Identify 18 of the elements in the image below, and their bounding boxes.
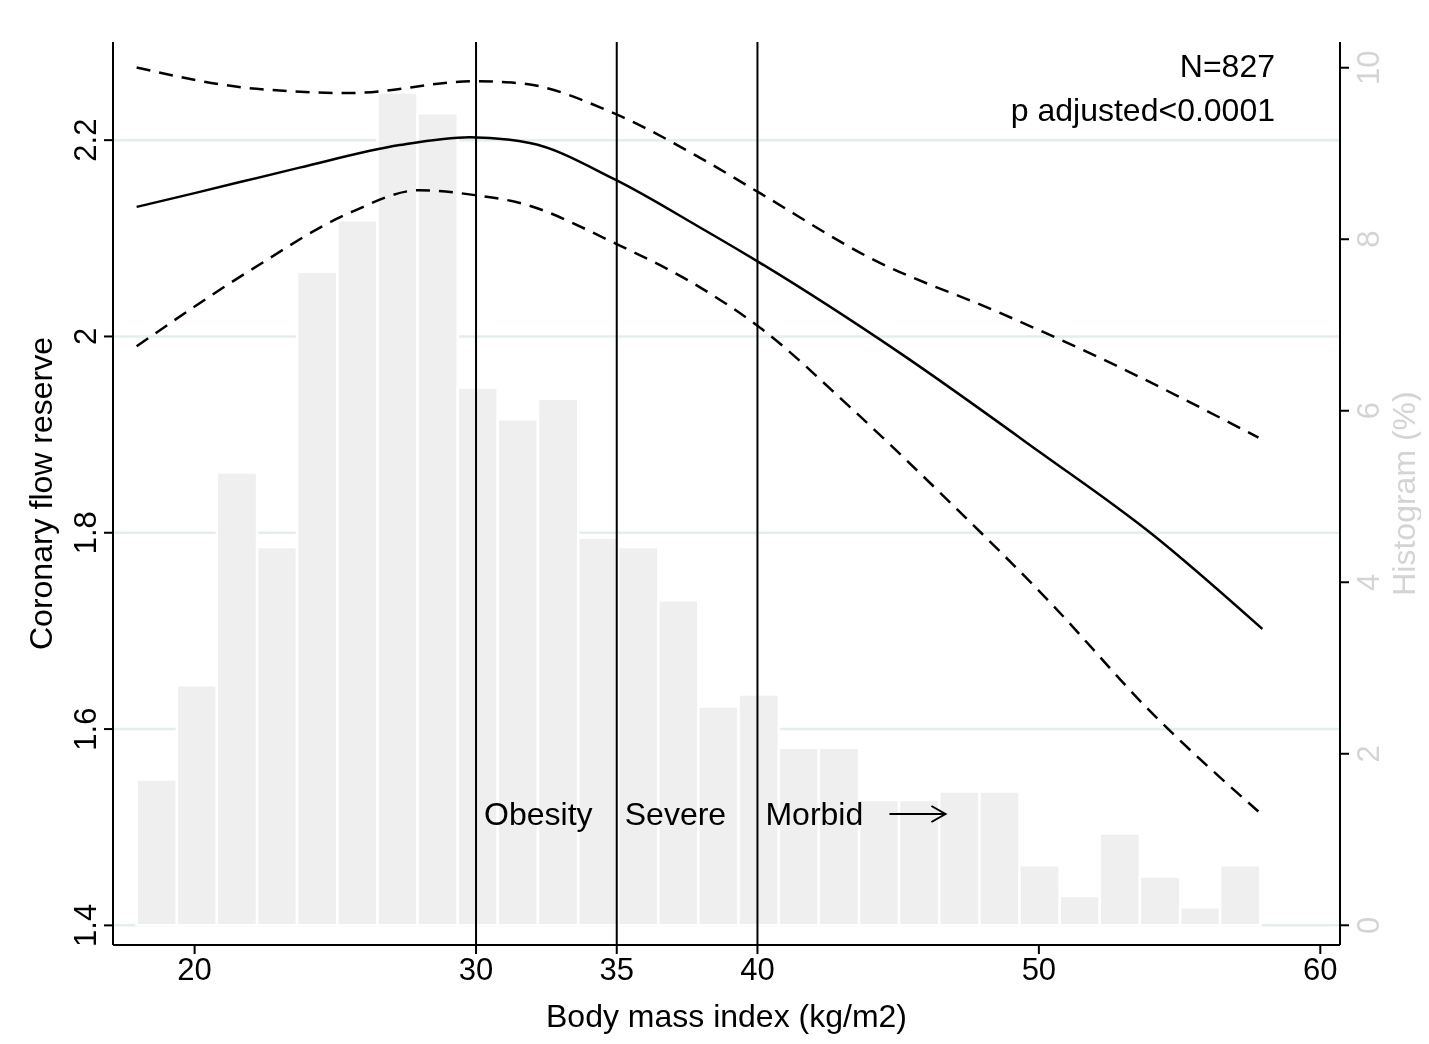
- annotation: N=827: [1178, 47, 1275, 86]
- x-tick-label: 30: [458, 952, 494, 987]
- y-tick-label: 1.8: [68, 511, 103, 555]
- ref-line-label: Morbid: [765, 796, 864, 832]
- annotation: p adjusted<0.0001: [1010, 91, 1275, 130]
- ref-line-label: Obesity: [484, 796, 593, 832]
- y-tick-label: 2: [68, 327, 103, 346]
- x-tick-label: 60: [1303, 952, 1338, 987]
- y-tick-label: 1.4: [68, 903, 103, 947]
- y-tick-label: 2.2: [68, 118, 103, 162]
- x-tick-label: 20: [177, 952, 212, 987]
- x-tick-label: 35: [599, 952, 634, 987]
- ref-line-label: Severe: [624, 796, 727, 832]
- x-tick-label: 40: [740, 952, 775, 987]
- x-tick-label: 50: [1021, 952, 1057, 987]
- y-tick-label: 1.6: [68, 707, 103, 751]
- y-axis-title: Coronary flow reserve: [23, 337, 59, 650]
- x-axis-title: Body mass index (kg/m2): [545, 998, 908, 1034]
